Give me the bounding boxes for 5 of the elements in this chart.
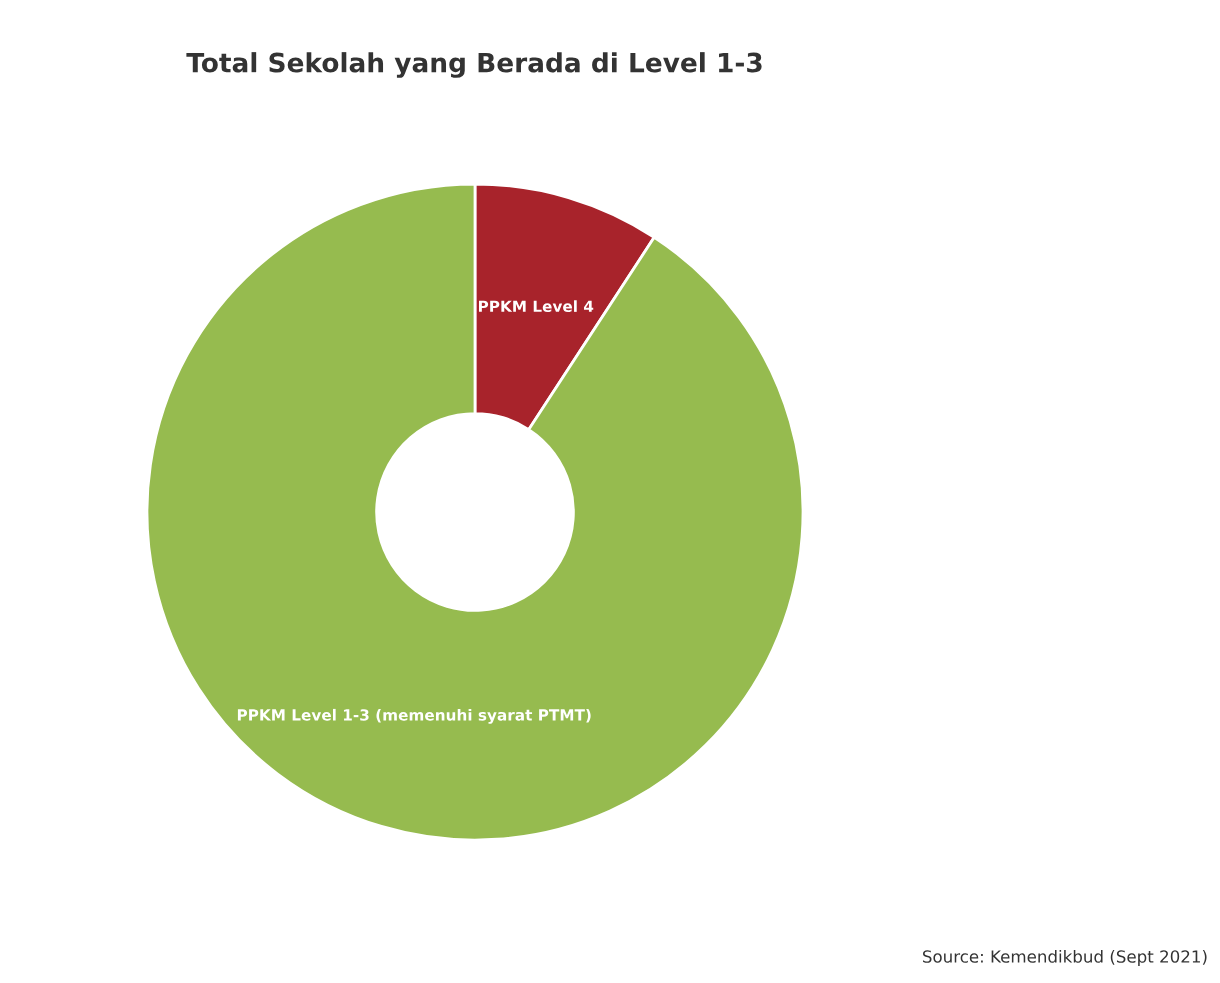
chart-title: Total Sekolah yang Berada di Level 1-3 <box>186 52 762 78</box>
slice-label: PPKM Level 1-3 (memenuhi syarat PTMT) <box>237 708 591 724</box>
slice-label: PPKM Level 4 <box>478 300 594 313</box>
source-note: Source: Kemendikbud (Sept 2021) <box>922 949 1207 967</box>
donut-slice <box>145 182 805 842</box>
